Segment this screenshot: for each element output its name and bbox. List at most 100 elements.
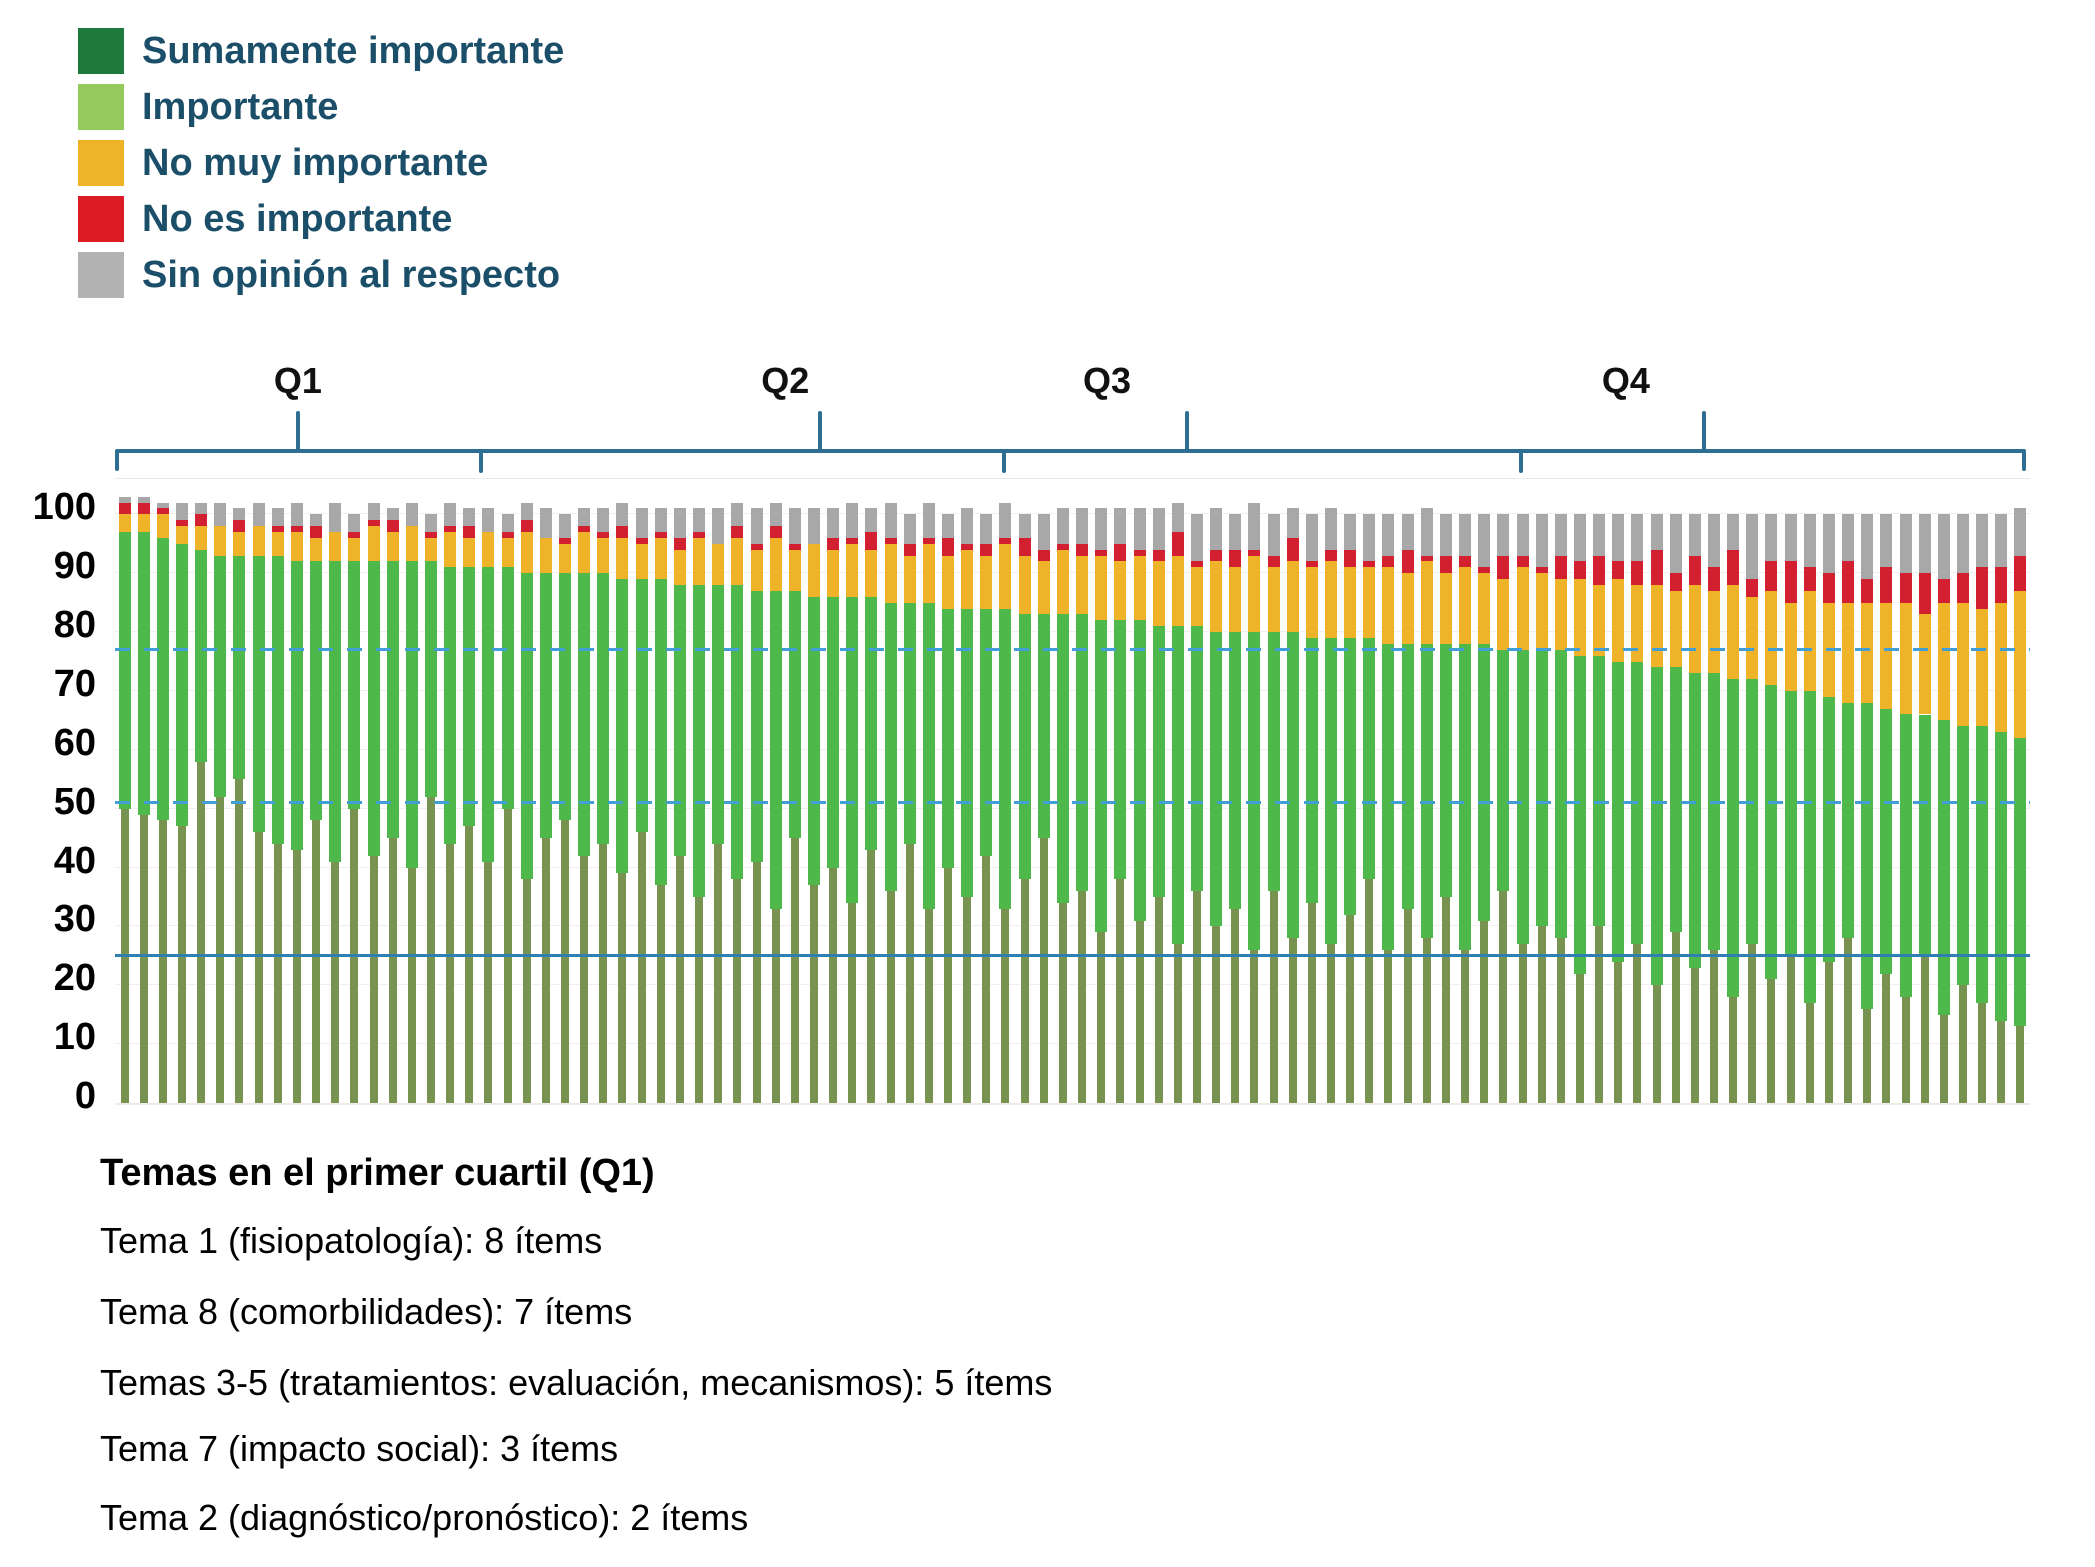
bar-segment-no_muy_importante (1631, 584, 1644, 662)
bar-segment-sumamente_importante (1882, 973, 1891, 1103)
bar-segment-sumamente_importante (1039, 838, 1048, 1103)
bar-segment-sin_opinion_al_respecto (1248, 502, 1261, 550)
bar-segment-sin_opinion_al_respecto (1363, 514, 1376, 562)
bar-segment-sin_opinion_al_respecto (597, 508, 610, 532)
bar-segment-no_muy_importante (1650, 584, 1663, 668)
bar-segment-no_es_importante (1650, 549, 1663, 585)
bar-segment-no_es_importante (233, 520, 246, 532)
bar-segment-no_es_importante (1880, 567, 1893, 603)
bar-segment-sumamente_importante (1786, 955, 1795, 1103)
bar-segment-sin_opinion_al_respecto (137, 496, 150, 503)
stacked-bar (1535, 479, 1548, 1103)
stacked-bar (1688, 479, 1701, 1103)
bar-segment-importante (1344, 637, 1357, 915)
bar-segment-importante (654, 579, 667, 886)
bar-segment-no_muy_importante (1248, 555, 1261, 633)
bar-segment-no_es_importante (999, 537, 1012, 544)
footer-notes: Temas en el primer cuartil (Q1) Tema 1 (… (100, 1152, 1600, 1552)
bar-segment-sumamente_importante (1135, 920, 1144, 1103)
bar-segment-sin_opinion_al_respecto (501, 514, 514, 532)
bar-segment-no_muy_importante (693, 537, 706, 585)
bar-segment-sumamente_importante (1269, 891, 1278, 1103)
bar-segment-sumamente_importante (1365, 879, 1374, 1103)
y-axis-tick-label-50: 50 (53, 780, 96, 823)
bar-segment-importante (405, 561, 418, 868)
bar-segment-no_es_importante (348, 532, 361, 538)
bar-segment-importante (597, 573, 610, 844)
bar-segment-no_muy_importante (731, 537, 744, 585)
bar-segment-sumamente_importante (1901, 997, 1910, 1103)
bar-segment-no_es_importante (1095, 549, 1108, 556)
stacked-bar (1382, 479, 1395, 1103)
bar-segment-no_es_importante (1612, 561, 1625, 580)
bar-segment-sin_opinion_al_respecto (1842, 514, 1855, 562)
bar-segment-importante (1956, 726, 1969, 986)
bar-segment-sumamente_importante (1346, 914, 1355, 1103)
bar-segment-no_muy_importante (750, 549, 763, 591)
bar-segment-sin_opinion_al_respecto (1593, 514, 1606, 556)
y-axis-tick-label-60: 60 (53, 721, 96, 764)
bar-segment-sin_opinion_al_respecto (807, 508, 820, 544)
bar-segment-sumamente_importante (1403, 908, 1412, 1103)
bar-segment-no_es_importante (1803, 567, 1816, 591)
bar-segment-sumamente_importante (809, 885, 818, 1103)
bar-segment-importante (999, 608, 1012, 909)
legend-item-label: Sumamente importante (142, 30, 565, 72)
bar-segment-sumamente_importante (1844, 938, 1853, 1103)
bar-segment-no_muy_importante (1114, 561, 1127, 621)
bar-segment-importante (1918, 714, 1931, 956)
bar-segment-sumamente_importante (1920, 955, 1929, 1103)
bar-segment-importante (2014, 738, 2027, 1027)
bar-segment-importante (1727, 679, 1740, 998)
stacked-bar (1995, 479, 2008, 1103)
bar-segment-sin_opinion_al_respecto (1229, 514, 1242, 550)
bar-segment-no_muy_importante (1861, 602, 1874, 703)
bar-segment-no_muy_importante (118, 514, 131, 532)
bar-segment-no_muy_importante (559, 543, 572, 574)
bar-segment-sin_opinion_al_respecto (290, 502, 303, 527)
stacked-bar (1325, 479, 1338, 1103)
stacked-bar (1210, 479, 1223, 1103)
bar-segment-no_muy_importante (367, 526, 380, 562)
legend-item-importante: Importante (78, 84, 564, 130)
bar-segment-no_es_importante (424, 532, 437, 538)
bar-segment-importante (233, 555, 246, 780)
stacked-bar (1152, 479, 1165, 1103)
y-axis-tick-label-40: 40 (53, 839, 96, 882)
legend-swatch-icon (78, 252, 124, 298)
bar-segment-sin_opinion_al_respecto (750, 508, 763, 544)
bar-segment-no_muy_importante (444, 532, 457, 568)
bar-segment-sin_opinion_al_respecto (865, 508, 878, 532)
bar-segment-sumamente_importante (235, 779, 244, 1103)
bar-segment-no_muy_importante (635, 543, 648, 580)
bar-segment-no_muy_importante (520, 532, 533, 574)
bar-segment-sin_opinion_al_respecto (999, 502, 1012, 538)
stacked-bar (1478, 479, 1491, 1103)
bar-segment-sin_opinion_al_respecto (1210, 508, 1223, 550)
bar-segment-sin_opinion_al_respecto (578, 508, 591, 527)
bar-segment-sumamente_importante (886, 891, 895, 1103)
bar-segment-no_es_importante (1439, 555, 1452, 574)
stacked-bar (1899, 479, 1912, 1103)
bar-segment-no_muy_importante (1708, 590, 1721, 674)
bar-segment-no_es_importante (1076, 543, 1089, 556)
bar-segment-no_muy_importante (386, 532, 399, 562)
bar-segment-no_es_importante (176, 520, 189, 527)
stacked-bar (578, 479, 591, 1103)
bar-segment-sumamente_importante (312, 820, 321, 1103)
bar-segment-sin_opinion_al_respecto (1382, 514, 1395, 556)
stacked-bar (884, 479, 897, 1103)
bar-segment-importante (1076, 614, 1089, 892)
bar-segment-no_muy_importante (156, 514, 169, 538)
bar-segment-no_es_importante (1861, 579, 1874, 603)
bar-segment-importante (1478, 643, 1491, 921)
bar-segment-sin_opinion_al_respecto (195, 502, 208, 515)
bar-segment-importante (865, 596, 878, 850)
bar-segment-importante (137, 532, 150, 815)
bar-segment-no_es_importante (1708, 567, 1721, 591)
bar-segment-no_muy_importante (252, 526, 265, 556)
bar-segment-importante (463, 567, 476, 827)
bar-segment-no_es_importante (1305, 561, 1318, 568)
bar-segment-no_muy_importante (1420, 561, 1433, 644)
bar-segment-sin_opinion_al_respecto (482, 508, 495, 532)
